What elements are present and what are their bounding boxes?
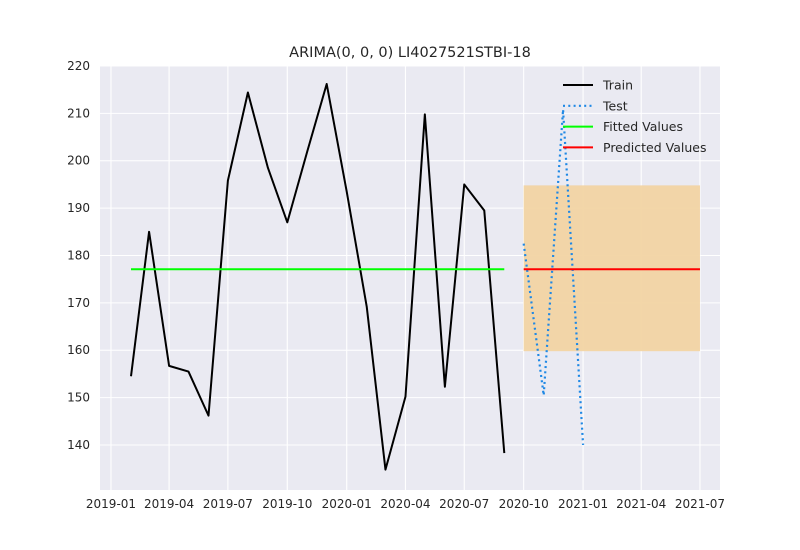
y-tick-label: 160 [67, 343, 90, 357]
x-tick-label: 2019-07 [203, 497, 253, 511]
y-tick-label: 200 [67, 154, 90, 168]
legend-label-train: Train [602, 78, 633, 93]
y-axis: 140 150 160 170 180 190 200 210 220 [67, 59, 90, 452]
x-tick-label: 2021-04 [616, 497, 666, 511]
x-tick-label: 2020-01 [322, 497, 372, 511]
y-tick-label: 140 [67, 438, 90, 452]
x-tick-label: 2019-01 [86, 497, 136, 511]
legend-label-test: Test [602, 98, 628, 113]
x-tick-label: 2020-10 [499, 497, 549, 511]
y-tick-label: 170 [67, 296, 90, 310]
y-tick-label: 210 [67, 106, 90, 120]
chart-title: ARIMA(0, 0, 0) LI4027521STBI-18 [289, 45, 531, 61]
y-tick-label: 180 [67, 248, 90, 262]
legend-label-fitted-values: Fitted Values [603, 119, 683, 134]
x-tick-label: 2021-07 [675, 497, 725, 511]
legend: Train Test Fitted Values Predicted Values [563, 78, 707, 155]
x-tick-label: 2021-01 [558, 497, 608, 511]
x-tick-label: 2020-04 [380, 497, 430, 511]
series-layer [130, 83, 700, 471]
x-tick-label: 2020-07 [439, 497, 489, 511]
x-tick-label: 2019-04 [144, 497, 194, 511]
train-line [130, 83, 506, 471]
x-axis: 2019-01 2019-04 2019-07 2019-10 2020-01 2020-… [86, 497, 725, 511]
legend-label-predicted-values: Predicted Values [603, 140, 707, 155]
y-tick-label: 150 [67, 391, 90, 405]
x-tick-label: 2019-10 [262, 497, 312, 511]
y-tick-label: 220 [67, 59, 90, 73]
y-tick-label: 190 [67, 201, 90, 215]
